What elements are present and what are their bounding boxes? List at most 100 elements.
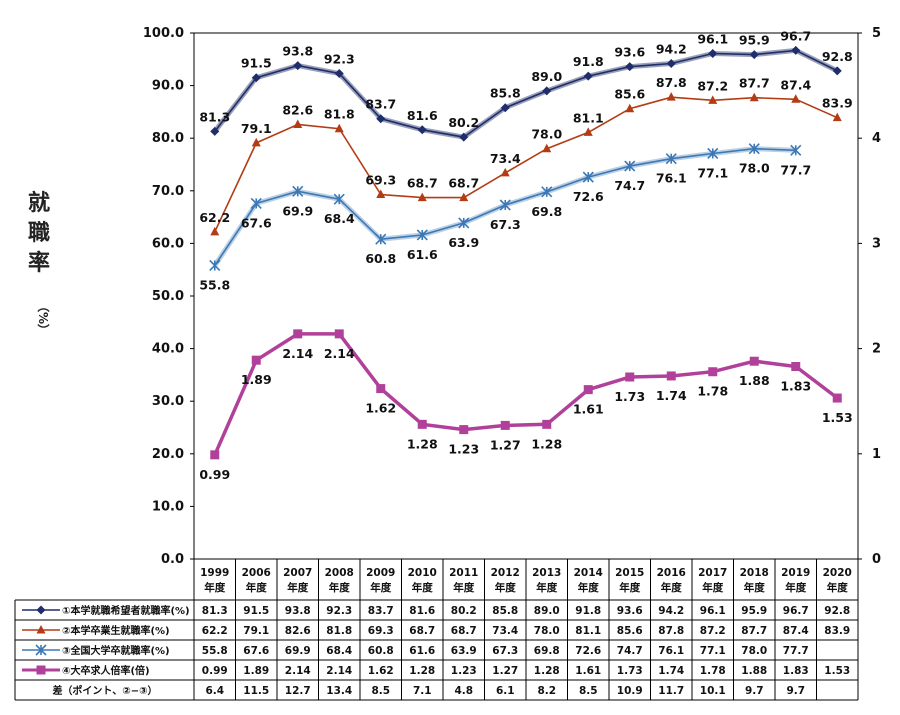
series-4-data-label: 2.14 bbox=[282, 346, 313, 361]
table-cell-series-4: 2.14 bbox=[285, 665, 311, 677]
x-tick-label-year: 2010 bbox=[408, 567, 437, 579]
series-3-point bbox=[375, 233, 387, 245]
table-cell-series-4: 1.28 bbox=[409, 665, 435, 677]
series-2-point bbox=[666, 92, 676, 101]
series-4-data-label: 1.73 bbox=[614, 389, 645, 404]
table-cell-series-2: 87.7 bbox=[741, 625, 767, 637]
table-cell-series-3: 77.1 bbox=[700, 645, 726, 657]
series-1-point bbox=[251, 73, 261, 83]
legend-label-2: ②本学卒業生就職率(%) bbox=[62, 624, 170, 637]
series-1-line-halo bbox=[212, 47, 839, 140]
table-cell-series-3: 55.8 bbox=[202, 645, 228, 657]
x-tick-label-year: 2008 bbox=[325, 567, 354, 579]
x-tick-label-year: 2013 bbox=[532, 567, 561, 579]
y-tick-label: 100.0 bbox=[143, 26, 184, 41]
series-1-data-label: 92.8 bbox=[822, 49, 853, 64]
series-4-data-label: 1.28 bbox=[531, 436, 562, 451]
table-cell-series-2: 81.8 bbox=[326, 625, 352, 637]
table-cell-diff: 12.7 bbox=[285, 685, 311, 697]
series-1-point bbox=[542, 86, 552, 96]
series-2-data-label: 87.7 bbox=[739, 76, 770, 91]
table-cell-series-3: 77.7 bbox=[783, 645, 809, 657]
series-3-data-label: 68.4 bbox=[324, 211, 355, 226]
series-4-point bbox=[459, 425, 469, 435]
series-3-point bbox=[582, 171, 594, 183]
series-4-point bbox=[210, 450, 220, 460]
table-cell-series-4: 1.74 bbox=[658, 665, 684, 677]
series-3-point bbox=[499, 199, 511, 211]
table-cell-series-1: 83.7 bbox=[368, 605, 394, 617]
series-4-point bbox=[666, 371, 676, 381]
table-cell-diff: 11.5 bbox=[243, 685, 269, 697]
series-3-point bbox=[209, 259, 221, 272]
series-2-data-label: 87.4 bbox=[780, 77, 811, 92]
table-cell-series-3: 72.6 bbox=[575, 645, 601, 657]
series-1-data-label: 93.8 bbox=[282, 44, 313, 59]
y2-tick-label: 4 bbox=[872, 131, 881, 146]
y-tick-label: 80.0 bbox=[152, 131, 184, 146]
series-4-data-label: 1.62 bbox=[365, 401, 396, 416]
series-1-point bbox=[334, 69, 344, 79]
x-tick-label-year: 1999 bbox=[200, 567, 229, 579]
series-1-point bbox=[210, 126, 220, 136]
series-1-data-label: 96.1 bbox=[697, 32, 728, 47]
table-cell-series-2: 68.7 bbox=[409, 625, 435, 637]
y2-tick-label: 1 bbox=[872, 447, 881, 462]
table-cell-series-2: 85.6 bbox=[617, 625, 643, 637]
series-2-point bbox=[459, 192, 469, 202]
table-cell-diff: 6.4 bbox=[205, 685, 224, 697]
series-2-data-label: 62.2 bbox=[199, 210, 230, 225]
series-1-data-label: 93.6 bbox=[614, 45, 645, 60]
x-tick-label-year: 2011 bbox=[449, 567, 478, 579]
series-1-point bbox=[583, 71, 593, 81]
y-tick-label: 10.0 bbox=[152, 499, 184, 514]
series-3-data-label: 69.9 bbox=[282, 203, 313, 218]
series-3-point bbox=[250, 197, 262, 209]
series-4-data-label: 1.53 bbox=[822, 410, 853, 425]
y-axis-label-char-1: 就 bbox=[28, 191, 51, 216]
series-1-data-label: 81.6 bbox=[407, 108, 438, 123]
series-3-data-label: 69.8 bbox=[531, 204, 562, 219]
x-tick-label-suffix: 年度 bbox=[744, 581, 765, 594]
series-3-point bbox=[665, 153, 677, 165]
series-4-line bbox=[213, 332, 839, 456]
series-4-data-label: 2.14 bbox=[324, 346, 355, 361]
series-1-data-label: 96.7 bbox=[780, 28, 811, 43]
series-3-data-label: 77.1 bbox=[697, 165, 728, 180]
x-tick-label-suffix: 年度 bbox=[204, 581, 225, 594]
series-2-point bbox=[583, 127, 593, 136]
series-2-point bbox=[417, 192, 427, 202]
legend-marker-2 bbox=[36, 625, 46, 634]
series-3-data-label: 74.7 bbox=[614, 178, 645, 193]
table-cell-series-1: 94.2 bbox=[658, 605, 684, 617]
series-1-data-label: 94.2 bbox=[656, 42, 687, 57]
series-2-data-label: 73.4 bbox=[490, 151, 521, 166]
series-2-data-label: 68.7 bbox=[407, 176, 438, 191]
series-1-data-label: 83.7 bbox=[365, 97, 396, 112]
series-1-point bbox=[625, 62, 635, 72]
series-3-data-label: 77.7 bbox=[780, 162, 811, 177]
legend-label-4: ④大卒求人倍率(倍) bbox=[62, 664, 150, 677]
table-cell-diff: 6.1 bbox=[496, 685, 515, 697]
y2-tick-label: 5 bbox=[872, 26, 881, 41]
series-4-point bbox=[708, 367, 718, 377]
table-cell-series-1: 81.6 bbox=[409, 605, 435, 617]
table-cell-series-4: 2.14 bbox=[326, 665, 352, 677]
table-cell-diff: 8.5 bbox=[579, 685, 598, 697]
series-1-point bbox=[293, 61, 303, 71]
series-1-data-label: 91.8 bbox=[573, 54, 604, 69]
x-tick-label-year: 2018 bbox=[740, 567, 769, 579]
series-3-data-label: 60.8 bbox=[365, 251, 396, 266]
table-cell-series-2: 68.7 bbox=[451, 625, 477, 637]
x-tick-label-year: 2015 bbox=[615, 567, 644, 579]
table-cell-series-2: 87.2 bbox=[700, 625, 726, 637]
table-cell-series-1: 96.1 bbox=[700, 605, 726, 617]
table-cell-series-4: 1.61 bbox=[575, 665, 601, 677]
series-1-point bbox=[459, 132, 469, 142]
series-1-line bbox=[214, 49, 838, 138]
table-cell-diff: 4.8 bbox=[454, 685, 473, 697]
series-2-data-label: 81.1 bbox=[573, 110, 604, 125]
table-cell-series-2: 69.3 bbox=[368, 625, 394, 637]
table-cell-series-1: 92.3 bbox=[326, 605, 352, 617]
table-cell-series-2: 82.6 bbox=[285, 625, 311, 637]
